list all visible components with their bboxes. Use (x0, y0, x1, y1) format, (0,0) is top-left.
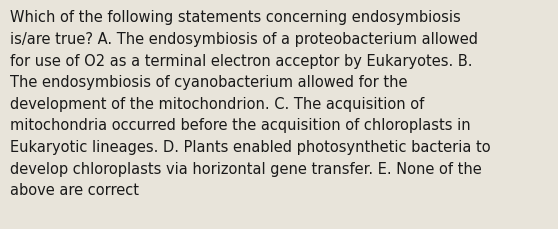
Text: Which of the following statements concerning endosymbiosis
is/are true? A. The e: Which of the following statements concer… (10, 10, 490, 197)
